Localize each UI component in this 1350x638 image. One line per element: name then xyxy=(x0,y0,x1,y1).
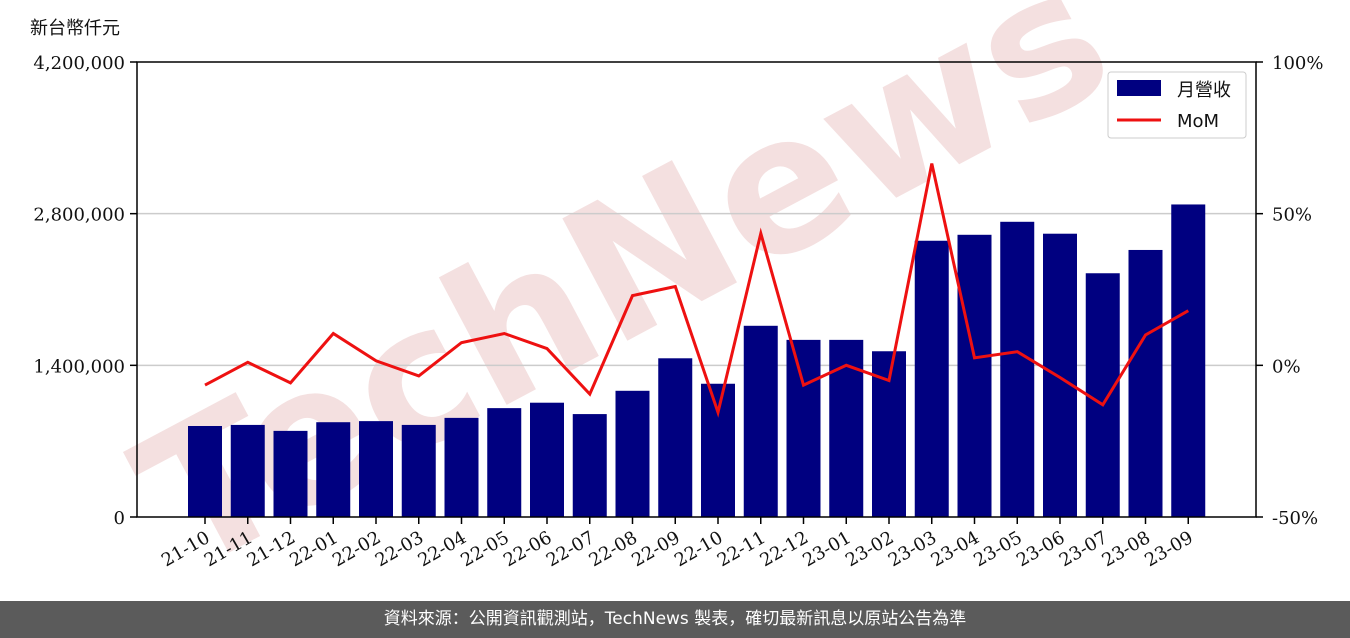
x-tick-label-22-04: 22-04 xyxy=(415,527,470,571)
bar-22-09 xyxy=(658,358,693,517)
bar-23-09 xyxy=(1171,204,1206,518)
bar-22-01 xyxy=(316,422,351,517)
bar-22-10 xyxy=(701,383,735,517)
bar-23-04 xyxy=(957,234,992,517)
x-tick-label-22-10: 22-10 xyxy=(671,527,726,571)
bar-23-05 xyxy=(1000,221,1035,517)
right-tick-label-0: -50% xyxy=(1272,508,1318,529)
x-tick-label-23-07: 23-07 xyxy=(1056,527,1111,571)
x-tick-label-22-12: 22-12 xyxy=(757,527,812,571)
legend-label-mom: MoM xyxy=(1177,111,1219,132)
bar-23-03 xyxy=(914,240,949,517)
bar-23-07 xyxy=(1085,273,1120,517)
x-tick-label-23-06: 23-06 xyxy=(1013,527,1068,571)
legend-swatch-bar xyxy=(1117,80,1161,96)
mom-line-series xyxy=(204,163,1190,418)
bar-series xyxy=(188,204,1206,518)
x-tick-label-23-08: 23-08 xyxy=(1099,527,1154,571)
legend: 月營收 MoM xyxy=(1107,71,1247,139)
x-tick-label-22-08: 22-08 xyxy=(586,527,641,571)
right-tick-label-3: 100% xyxy=(1272,53,1323,74)
y-axis-unit-label: 新台幣仟元 xyxy=(30,18,120,39)
left-tick-label-2: 2,800,000 xyxy=(33,205,125,226)
bar-22-04 xyxy=(444,417,479,517)
bar-23-08 xyxy=(1128,249,1163,518)
left-tick-label-1: 1,400,000 xyxy=(33,356,125,377)
source-footer: 資料來源：公開資訊觀測站，TechNews 製表，確切最新訊息以原站公告為準 xyxy=(0,601,1350,638)
left-tick-label-0: 0 xyxy=(114,508,125,529)
x-tick-label-23-09: 23-09 xyxy=(1141,527,1196,571)
revenue-chart: TechNews 01,400,0002,800,0004,200,000-50… xyxy=(33,0,1323,600)
x-tick-label-23-02: 23-02 xyxy=(842,527,897,571)
legend-label-revenue: 月營收 xyxy=(1177,80,1231,101)
x-tick-label-23-05: 23-05 xyxy=(970,527,1025,571)
right-tick-label-1: 0% xyxy=(1272,356,1301,377)
x-tick-label-23-01: 23-01 xyxy=(799,527,854,571)
bar-22-08 xyxy=(615,390,650,517)
bar-22-12 xyxy=(786,339,821,517)
mom-line xyxy=(204,163,1190,418)
bar-21-10 xyxy=(188,426,222,517)
plot-frame xyxy=(136,61,1257,518)
x-tick-label-22-05: 22-05 xyxy=(457,527,512,571)
right-tick-label-2: 50% xyxy=(1272,205,1312,226)
bar-23-06 xyxy=(1043,233,1077,518)
x-tick-label-22-09: 22-09 xyxy=(628,527,683,571)
x-tick-label-22-07: 22-07 xyxy=(543,527,598,571)
bar-22-11 xyxy=(743,325,778,517)
x-tick-label-23-04: 23-04 xyxy=(928,527,983,571)
x-tick-label-23-03: 23-03 xyxy=(885,527,940,571)
x-tick-label-22-06: 22-06 xyxy=(500,527,555,571)
bar-22-02 xyxy=(359,421,393,517)
bar-21-12 xyxy=(273,430,308,517)
bar-22-03 xyxy=(401,424,436,517)
bar-22-07 xyxy=(572,414,607,517)
bar-21-11 xyxy=(230,424,265,517)
left-tick-label-3: 4,200,000 xyxy=(33,53,125,74)
bar-22-06 xyxy=(530,402,564,517)
x-tick-label-22-11: 22-11 xyxy=(714,527,769,571)
bar-22-05 xyxy=(487,408,522,517)
x-tick-label-22-03: 22-03 xyxy=(372,527,427,571)
